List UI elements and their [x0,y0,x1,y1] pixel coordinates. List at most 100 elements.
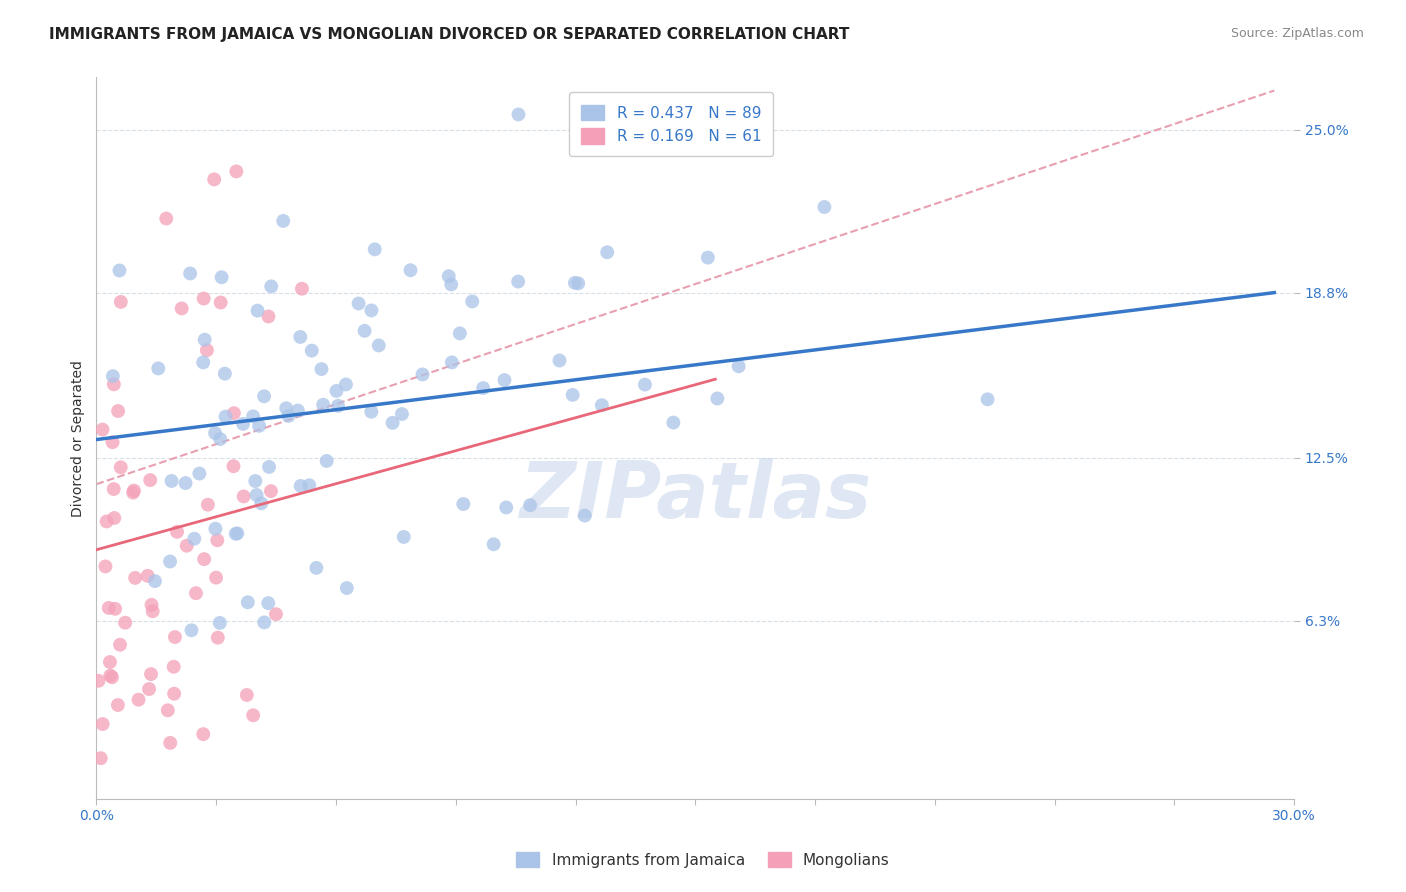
Point [207,631,229,645]
Point [207,533,229,548]
Point [101,435,124,450]
Point [482,537,505,551]
Point [574,508,596,523]
Point [155,211,177,226]
Point [108,263,131,277]
Point [325,384,347,398]
Point [232,417,254,431]
Point [381,416,404,430]
Point [291,282,314,296]
Point [440,277,463,292]
Point [247,418,270,433]
Point [103,511,125,525]
Point [98,655,121,669]
Point [727,359,749,374]
Point [204,425,226,440]
Point [204,522,226,536]
Point [495,500,517,515]
Point [194,333,217,347]
Point [222,406,245,420]
Point [138,681,160,696]
Point [183,532,205,546]
Point [174,476,197,491]
Point [548,353,571,368]
Point [193,727,215,741]
Point [287,403,309,417]
Point [246,488,269,502]
Point [290,479,312,493]
Point [236,688,259,702]
Point [209,432,232,446]
Point [214,409,236,424]
Point [225,526,247,541]
Point [97,601,120,615]
Point [193,355,215,369]
Point [193,552,215,566]
Point [122,485,145,500]
Point [391,407,413,421]
Point [315,454,337,468]
Point [347,296,370,310]
Point [107,404,129,418]
Text: ZIPatlas: ZIPatlas [519,458,872,534]
Point [211,270,233,285]
Point [103,377,125,392]
Point [163,630,186,644]
Point [156,703,179,717]
Point [104,602,127,616]
Point [159,736,181,750]
Point [139,667,162,681]
Point [96,515,118,529]
Point [208,615,231,630]
Point [290,330,312,344]
Point [250,496,273,510]
Point [706,392,728,406]
Point [110,294,132,309]
Point [179,267,201,281]
Point [311,362,333,376]
Point [494,373,516,387]
Point [567,277,589,291]
Point [264,607,287,622]
Point [107,698,129,712]
Point [202,172,225,186]
Point [236,595,259,609]
Point [564,276,586,290]
Point [508,275,530,289]
Point [143,574,166,588]
Point [242,409,264,424]
Point [461,294,484,309]
Point [188,467,211,481]
Point [449,326,471,341]
Legend: R = 0.437   N = 89, R = 0.169   N = 61: R = 0.437 N = 89, R = 0.169 N = 61 [569,92,773,156]
Point [225,164,247,178]
Point [367,338,389,352]
Point [142,604,165,618]
Point [364,243,387,257]
Point [242,708,264,723]
Point [253,389,276,403]
Point [163,687,186,701]
Point [246,303,269,318]
Point [472,381,495,395]
Point [519,498,541,512]
Point [209,295,232,310]
Point [399,263,422,277]
Point [596,245,619,260]
Point [90,751,112,765]
Point [94,559,117,574]
Point [298,478,321,492]
Point [176,539,198,553]
Point [360,405,382,419]
Text: IMMIGRANTS FROM JAMAICA VS MONGOLIAN DIVORCED OR SEPARATED CORRELATION CHART: IMMIGRANTS FROM JAMAICA VS MONGOLIAN DIV… [49,27,849,42]
Point [976,392,998,407]
Point [98,668,121,682]
Point [222,459,245,474]
Legend: Immigrants from Jamaica, Mongolians: Immigrants from Jamaica, Mongolians [509,844,897,875]
Point [160,474,183,488]
Point [696,251,718,265]
Point [257,459,280,474]
Point [226,526,249,541]
Point [260,279,283,293]
Point [91,717,114,731]
